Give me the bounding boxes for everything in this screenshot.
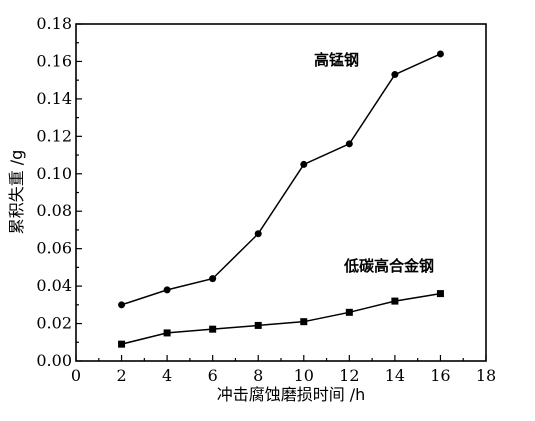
data-point-circle (163, 286, 171, 294)
data-point-square (209, 325, 217, 333)
x-tick-label: 18 (476, 366, 496, 385)
data-point-circle (118, 301, 126, 309)
data-point-square (300, 318, 308, 326)
axis-ticks (75, 23, 487, 362)
data-series (118, 50, 444, 348)
text-labels: 0 2 4 6 8 10 12 14 16 18 0.00 0.02 0.04 0.06 0.08 0.10 0… (36, 14, 496, 385)
x-tick-label: 16 (430, 366, 450, 385)
data-point-square (391, 297, 399, 305)
y-tick-label: 0.10 (36, 164, 72, 183)
x-tick-label: 0 (71, 366, 81, 385)
x-tick-label: 2 (116, 366, 126, 385)
y-tick-label: 0.16 (36, 51, 72, 70)
y-tick-label: 0.18 (36, 14, 72, 33)
y-axis-title: 累积失重 /g (7, 150, 26, 235)
data-point-circle (254, 230, 262, 238)
plot-frame (75, 23, 487, 362)
plot-area-border (75, 23, 487, 362)
y-tick-label: 0.06 (36, 239, 72, 258)
series-line-1 (121, 53, 441, 306)
data-point-square (118, 340, 126, 348)
x-tick-label: 10 (294, 366, 314, 385)
x-tick-label: 12 (339, 366, 359, 385)
x-axis-title: 冲击腐蚀磨损时间 /h (217, 385, 366, 404)
data-point-square (163, 329, 171, 337)
y-tick-label: 0.08 (36, 201, 72, 220)
series-label-high-manganese-steel: 高锰钢 (314, 51, 359, 69)
data-point-square (345, 308, 353, 316)
y-tick-label: 0.04 (36, 276, 72, 295)
data-point-square (436, 290, 444, 298)
x-tick-label: 14 (385, 366, 405, 385)
series-label-low-carbon-high-alloy-steel: 低碳高合金钢 (343, 257, 434, 275)
data-point-circle (391, 71, 399, 79)
y-tick-label: 0.02 (36, 314, 72, 333)
y-tick-label: 0.00 (36, 351, 72, 370)
x-tick-label: 8 (253, 366, 263, 385)
y-tick-label: 0.12 (36, 126, 72, 145)
x-tick-label: 6 (208, 366, 218, 385)
data-point-circle (345, 140, 353, 148)
series-line-2 (121, 292, 441, 345)
data-point-square (254, 321, 262, 329)
data-point-circle (300, 160, 308, 168)
data-point-circle (436, 50, 444, 58)
x-tick-label: 4 (162, 366, 172, 385)
y-tick-label: 0.14 (36, 89, 72, 108)
data-point-circle (209, 275, 217, 283)
